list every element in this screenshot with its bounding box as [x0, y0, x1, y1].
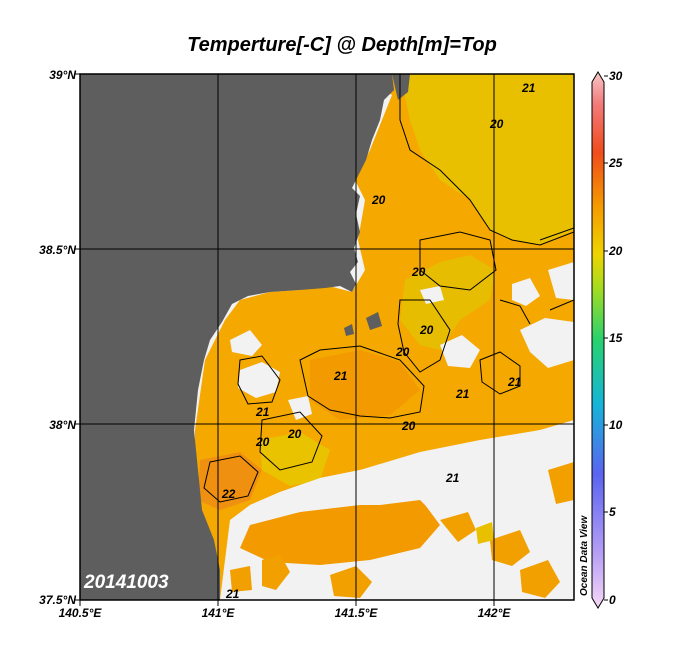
land-island-1: [366, 312, 382, 330]
lat-label-38: 38°N: [49, 418, 76, 432]
contour-label: 20: [395, 345, 410, 359]
frame-ticks: [74, 73, 495, 606]
sea-patch-s3: [490, 530, 530, 566]
lat-label-37-5: 37.5°N: [39, 593, 76, 607]
contour-label: 20: [411, 265, 426, 279]
contour-label: 20: [419, 323, 434, 337]
sea-field-hot-2: [310, 350, 420, 420]
colorbar-label-15: 15: [609, 331, 623, 345]
land-peninsula: [392, 74, 410, 100]
colorbar-label-10: 10: [609, 418, 623, 432]
cloud-patch-3: [440, 335, 480, 368]
lon-label-140-5: 140.5°E: [58, 606, 102, 620]
contour-label: 21: [521, 81, 536, 95]
contour-labels: 20 20 20 20 20 20 20 20 21 21 21 21 21 2…: [221, 81, 536, 601]
contour-label: 21: [333, 369, 348, 383]
sea-patch-s8: [230, 566, 252, 592]
contour-label: 20: [287, 427, 302, 441]
cloud-patch-4: [520, 318, 574, 368]
contour-label: 21: [225, 587, 240, 601]
lat-label-39: 39°N: [49, 68, 76, 82]
sea-field-hot: [198, 452, 262, 510]
cloud-patch-6: [548, 262, 574, 300]
cloud-patch-5: [512, 278, 540, 306]
contour-label: 21: [507, 375, 522, 389]
contour-label: 20: [371, 193, 386, 207]
sea-patch-s2: [330, 566, 372, 598]
cloud-patch-2: [230, 330, 262, 356]
colorbar-label-20: 20: [609, 244, 623, 258]
lat-label-38-5: 38.5°N: [39, 243, 76, 257]
colorbar-body: [591, 71, 605, 609]
contour-label: 20: [255, 435, 270, 449]
map-title: Temperture[-C] @ Depth[m]=Top: [187, 34, 497, 56]
colorbar: [591, 71, 608, 609]
sea-field-mid-2: [400, 255, 495, 350]
contour-label: 20: [489, 117, 504, 131]
cloud-band-south: [240, 425, 574, 528]
land-island-2: [344, 324, 354, 336]
date-stamp: 20141003: [84, 572, 169, 593]
map-frame: [79, 73, 575, 601]
sea-patch-s4: [520, 560, 560, 598]
watermark-text: Ocean Data View: [579, 515, 590, 596]
graticule: [80, 74, 574, 600]
colorbar-label-25: 25: [609, 156, 623, 170]
sea-patch-s5: [440, 512, 476, 542]
sea-field-hot-3: [240, 498, 440, 565]
contour-label: 21: [255, 405, 270, 419]
lon-label-141-5: 141.5°E: [334, 606, 378, 620]
lon-label-141: 141°E: [201, 606, 235, 620]
sea-field-mid-3: [260, 432, 330, 486]
contour-label: 22: [221, 487, 236, 501]
ocean-data-view-watermark: Ocean Data View: [579, 515, 590, 596]
contour-label: 20: [401, 419, 416, 433]
contour-label: 21: [455, 387, 470, 401]
sea-patch-s6: [548, 462, 574, 504]
cloud-patch-1: [238, 362, 280, 398]
colorbar-label-5: 5: [609, 505, 616, 519]
sea-field-mid: [400, 74, 574, 245]
sea-patch-s7: [476, 522, 494, 544]
colorbar-label-0: 0: [609, 593, 616, 607]
contour-lines: [203, 74, 574, 503]
cloud-patch-7: [288, 396, 312, 420]
sea-patch-s1: [262, 554, 290, 590]
colorbar-label-30: 30: [609, 69, 623, 83]
lon-label-142: 142°E: [477, 606, 511, 620]
land-honshu: [80, 74, 394, 600]
contour-label: 21: [445, 471, 460, 485]
